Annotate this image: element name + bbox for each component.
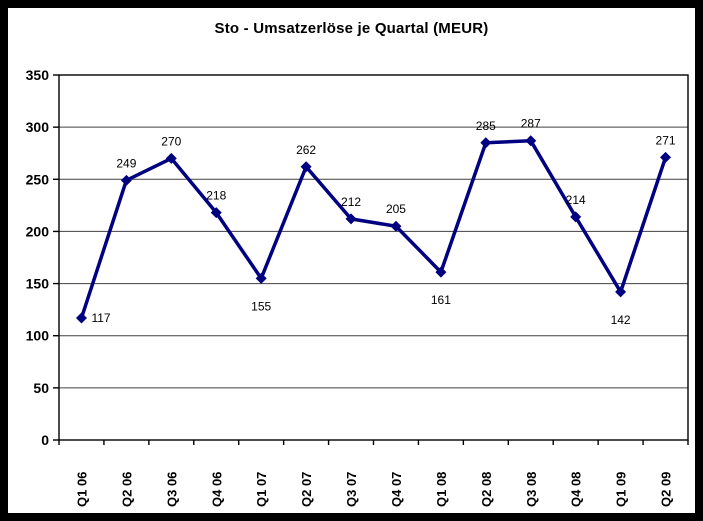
x-tick-label: Q2 06 <box>119 472 134 507</box>
y-tick-label: 50 <box>33 380 49 396</box>
data-point-label: 270 <box>161 134 181 148</box>
x-tick-label: Q3 08 <box>524 472 539 507</box>
data-point-label: 161 <box>431 293 451 307</box>
series-line <box>79 138 668 319</box>
data-point-label: 142 <box>611 313 631 327</box>
data-point-label: 205 <box>386 202 406 216</box>
data-point-marker <box>660 151 672 163</box>
y-tick-label: 100 <box>26 328 50 344</box>
data-point-label: 117 <box>91 311 110 325</box>
data-point-marker <box>345 213 357 225</box>
data-point-marker <box>480 137 492 149</box>
data-point-label: 249 <box>116 156 136 170</box>
data-point-marker <box>570 211 582 223</box>
y-tick-label: 0 <box>41 432 49 448</box>
data-point-marker <box>390 220 402 232</box>
data-point-label: 271 <box>656 133 676 147</box>
data-point-marker <box>300 161 312 173</box>
data-point-marker <box>120 174 132 186</box>
x-tick-label: Q1 08 <box>434 472 449 507</box>
data-point-label: 262 <box>296 143 316 157</box>
x-tick-label: Q1 06 <box>74 472 89 507</box>
chart-title: Sto - Umsatzerlöse je Quartal (MEUR) <box>214 20 489 37</box>
data-point-marker <box>435 266 447 278</box>
data-point-label: 287 <box>521 117 541 131</box>
x-tick-label: Q3 06 <box>164 472 179 507</box>
x-tick-label: Q4 06 <box>209 472 224 507</box>
data-point-marker <box>525 135 537 147</box>
data-point-label: 214 <box>566 193 586 207</box>
data-point-marker <box>75 312 87 324</box>
data-point-marker <box>210 207 222 219</box>
y-tick-label: 250 <box>26 171 50 187</box>
x-tick-label: Q2 07 <box>299 472 314 507</box>
line-chart: 0 50 100 150 200 250 300 350 Q1 06 Q2 06 Q3 06 Q4 0… <box>26 67 689 507</box>
x-tick-label: Q2 09 <box>659 472 674 507</box>
y-tick-label: 350 <box>26 67 50 83</box>
plot-border <box>58 74 689 441</box>
data-point-label: 212 <box>341 195 361 209</box>
x-tick-label: Q2 08 <box>479 472 494 507</box>
y-tick-label: 150 <box>26 276 50 292</box>
x-tick-label: Q4 07 <box>389 472 404 507</box>
data-point-label: 218 <box>206 189 226 203</box>
x-tick-label: Q3 07 <box>344 472 359 507</box>
x-tick-label: Q1 07 <box>254 472 269 507</box>
data-point-label: 155 <box>251 299 271 313</box>
y-tick-label: 300 <box>26 119 50 135</box>
data-point-label: 285 <box>476 119 496 133</box>
x-tick-label: Q1 09 <box>614 472 629 507</box>
data-point-marker <box>165 152 177 164</box>
data-point-marker <box>615 286 627 298</box>
y-tick-label: 200 <box>26 223 50 239</box>
x-tick-label: Q4 08 <box>569 472 584 507</box>
